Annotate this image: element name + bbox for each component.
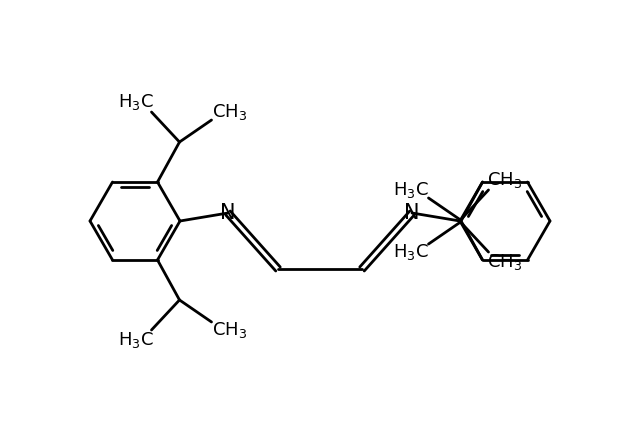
Text: N: N [220,203,236,223]
Text: H$_3$C: H$_3$C [392,242,428,262]
Text: CH$_3$: CH$_3$ [212,102,247,122]
Text: H$_3$C: H$_3$C [118,92,154,112]
Text: CH$_3$: CH$_3$ [487,252,522,272]
Text: N: N [404,203,420,223]
Text: H$_3$C: H$_3$C [392,180,428,200]
Text: CH$_3$: CH$_3$ [212,320,247,340]
Text: CH$_3$: CH$_3$ [487,170,522,190]
Text: H$_3$C: H$_3$C [118,330,154,350]
